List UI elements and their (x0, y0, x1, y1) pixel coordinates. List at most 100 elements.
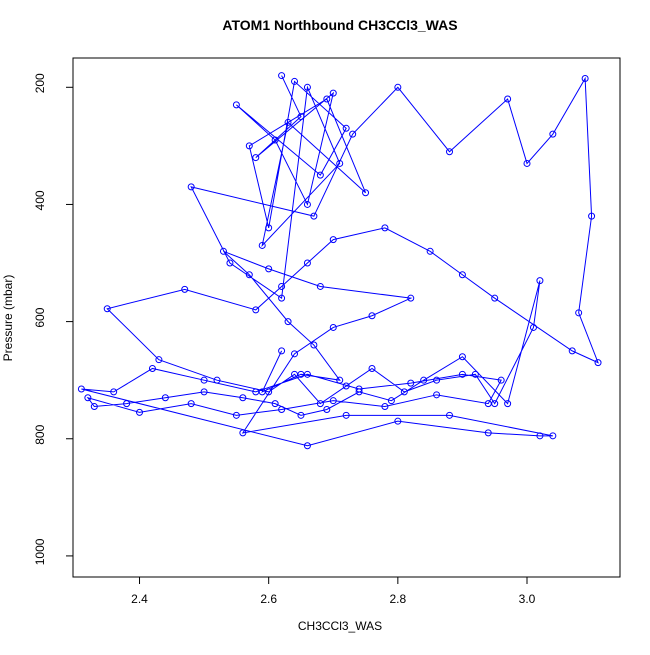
data-point (310, 212, 318, 220)
data-point (426, 247, 434, 255)
data-point (303, 200, 311, 208)
y-tick-label: 600 (33, 307, 47, 327)
y-tick-label: 200 (33, 73, 47, 93)
data-point (407, 379, 415, 387)
data-point (271, 136, 279, 144)
data-point (278, 294, 286, 302)
data-point (433, 391, 441, 399)
data-point (458, 271, 466, 279)
data-point (213, 376, 221, 384)
data-point (232, 101, 240, 109)
data-point (458, 353, 466, 361)
data-point (329, 89, 337, 97)
data-point (362, 189, 370, 197)
data-point (103, 305, 111, 313)
data-point (594, 359, 602, 367)
data-point (303, 259, 311, 267)
data-point (123, 400, 131, 408)
data-point (226, 259, 234, 267)
data-point (342, 382, 350, 390)
data-point (529, 323, 537, 331)
y-axis-label: Pressure (mbar) (1, 275, 15, 362)
data-point (148, 364, 156, 372)
data-point (265, 265, 273, 273)
data-point (291, 77, 299, 85)
data-point (252, 306, 260, 314)
data-point (329, 236, 337, 244)
data-point (323, 95, 331, 103)
data-point (187, 183, 195, 191)
data-point (355, 388, 363, 396)
data-point (549, 130, 557, 138)
data-point (278, 405, 286, 413)
data-point (446, 411, 454, 419)
data-point (355, 385, 363, 393)
x-tick-label: 3.0 (519, 592, 536, 606)
data-point (342, 124, 350, 132)
data-point (284, 318, 292, 326)
data-point (484, 400, 492, 408)
data-point (181, 285, 189, 293)
data-point (297, 113, 305, 121)
data-point (258, 241, 266, 249)
data-point (336, 376, 344, 384)
data-point (342, 411, 350, 419)
data-point (316, 171, 324, 179)
data-point (523, 159, 531, 167)
x-tick-label: 2.4 (131, 592, 148, 606)
data-point (245, 142, 253, 150)
data-point (536, 432, 544, 440)
data-point (420, 376, 428, 384)
data-point (549, 432, 557, 440)
y-tick-label: 1000 (33, 538, 47, 565)
data-point (232, 411, 240, 419)
data-point (568, 347, 576, 355)
data-point (497, 376, 505, 384)
data-point (368, 312, 376, 320)
y-tick-label: 800 (33, 424, 47, 444)
data-point (491, 294, 499, 302)
data-point (368, 364, 376, 372)
data-point (303, 83, 311, 91)
y-tick-label: 400 (33, 190, 47, 210)
data-point (310, 341, 318, 349)
data-point (484, 429, 492, 437)
data-point (504, 95, 512, 103)
data-point (90, 403, 98, 411)
data-point (239, 429, 247, 437)
x-tick-label: 2.6 (260, 592, 277, 606)
plot-frame (72, 57, 621, 578)
data-point (258, 388, 266, 396)
data-point (297, 411, 305, 419)
data-point (536, 277, 544, 285)
data-point (381, 403, 389, 411)
data-point (407, 294, 415, 302)
data-point (433, 376, 441, 384)
data-point (77, 385, 85, 393)
data-point (278, 347, 286, 355)
data-point (387, 397, 395, 405)
data-point (84, 394, 92, 402)
data-point (504, 400, 512, 408)
data-point (239, 394, 247, 402)
data-point (336, 159, 344, 167)
data-point (581, 75, 589, 83)
data-point (291, 350, 299, 358)
data-point (136, 408, 144, 416)
data-point (588, 212, 596, 220)
data-point (155, 356, 163, 364)
chart-title: ATOM1 Northbound CH3CCl3_WAS (222, 17, 457, 33)
data-point (278, 72, 286, 80)
data-point (349, 130, 357, 138)
x-tick-label: 2.8 (389, 592, 406, 606)
data-point (200, 388, 208, 396)
data-point (329, 323, 337, 331)
data-point (161, 394, 169, 402)
data-point (252, 154, 260, 162)
data-point (458, 370, 466, 378)
data-point (316, 282, 324, 290)
data-point (297, 370, 305, 378)
data-point (271, 400, 279, 408)
data-point (323, 405, 331, 413)
